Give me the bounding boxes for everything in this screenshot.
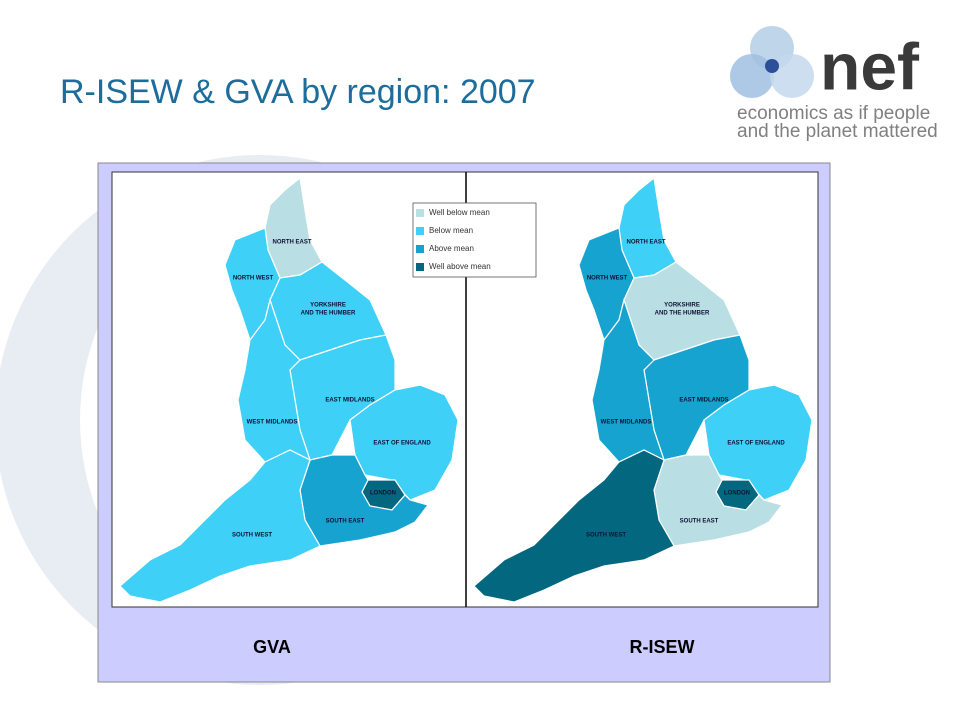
region-label: AND THE HUMBER xyxy=(301,311,356,317)
region-label: EAST OF ENGLAND xyxy=(373,441,431,447)
logo-name: nef xyxy=(820,29,920,103)
legend-label: Above mean xyxy=(429,244,474,253)
region-label: WEST MIDLANDS xyxy=(601,420,652,426)
region-label: YORKSHIRE xyxy=(310,303,346,309)
region-label: SOUTH EAST xyxy=(326,519,365,525)
maps: NORTH EAST NORTH WEST YORKSHIRE AND THE HUM… xyxy=(119,176,813,657)
region-label: EAST MIDLANDS xyxy=(325,398,374,404)
legend-label: Well below mean xyxy=(429,208,490,217)
logo-circle xyxy=(770,54,814,98)
region-label: YORKSHIRE xyxy=(664,303,700,309)
region-label: NORTH WEST xyxy=(587,276,628,282)
legend: Well below mean Below mean Above mean Well … xyxy=(412,202,537,278)
region-label: NORTH WEST xyxy=(233,276,274,282)
logo-circle xyxy=(765,59,779,73)
legend-swatch xyxy=(416,263,424,271)
logo-tagline: and the planet mattered xyxy=(737,121,938,142)
region xyxy=(119,449,321,603)
map-title: GVA xyxy=(253,637,291,657)
region-label: LONDON xyxy=(724,491,750,497)
region-label: NORTH EAST xyxy=(273,240,312,246)
region xyxy=(591,297,666,463)
region-label: SOUTH EAST xyxy=(680,519,719,525)
legend-label: Well above mean xyxy=(429,262,491,271)
region xyxy=(237,297,312,463)
legend-swatch xyxy=(416,245,424,253)
legend-swatch xyxy=(416,227,424,235)
legend-box xyxy=(412,202,537,278)
slide-title: R-ISEW & GVA by region: 2007 xyxy=(60,73,536,111)
region xyxy=(473,449,675,603)
region-label: NORTH EAST xyxy=(627,240,666,246)
logo-circle xyxy=(730,54,774,98)
legend-label: Below mean xyxy=(429,226,473,235)
region-label: EAST OF ENGLAND xyxy=(727,441,785,447)
logo: nef economics as if people and the plane… xyxy=(730,26,938,142)
region-label: EAST MIDLANDS xyxy=(679,398,728,404)
legend-swatch xyxy=(416,209,424,217)
region-label: SOUTH WEST xyxy=(586,533,626,539)
logo-tagline: economics as if people xyxy=(737,103,930,124)
region-label: LONDON xyxy=(370,491,396,497)
region-label: SOUTH WEST xyxy=(232,533,272,539)
region-label: WEST MIDLANDS xyxy=(247,420,298,426)
region-label: AND THE HUMBER xyxy=(655,311,710,317)
map-title: R-ISEW xyxy=(630,637,695,657)
